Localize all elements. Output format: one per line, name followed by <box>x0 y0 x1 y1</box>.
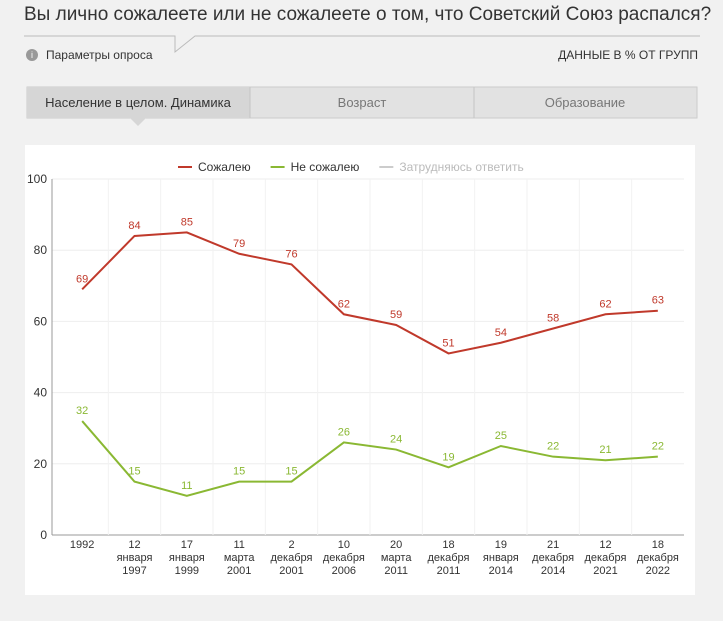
info-icon-glyph: i <box>31 50 33 60</box>
data-label: 85 <box>181 216 193 228</box>
info-icon[interactable] <box>26 49 38 61</box>
data-label: 59 <box>390 309 402 321</box>
series-line <box>81 231 658 355</box>
data-label: 58 <box>547 313 559 325</box>
params-label[interactable]: Параметры опроса <box>46 48 153 62</box>
x-tick-label: 11 марта 2001 <box>224 539 255 577</box>
x-tick-label: 20 марта 2011 <box>381 539 412 577</box>
tab-pointer <box>130 118 146 126</box>
data-label: 79 <box>233 238 245 250</box>
data-label: 26 <box>338 426 350 438</box>
x-tick-label: 17 января 1999 <box>169 539 205 577</box>
data-label: 32 <box>76 405 88 417</box>
x-tick-label: 21 декабря 2014 <box>532 539 574 577</box>
chart-panel <box>25 145 695 595</box>
legend-label: Не сожалею <box>291 160 360 174</box>
data-note: ДАННЫЕ В % ОТ ГРУПП <box>558 48 698 62</box>
y-tick-label: 60 <box>34 314 48 328</box>
data-label: 54 <box>495 327 507 339</box>
y-tick-label: 20 <box>34 457 48 471</box>
x-tick-label: 2 декабря 2001 <box>271 539 313 577</box>
data-label: 76 <box>285 248 297 260</box>
tab-active[interactable] <box>27 87 250 118</box>
y-tick-label: 40 <box>34 386 48 400</box>
data-label: 25 <box>495 430 507 442</box>
series-line <box>81 420 658 497</box>
x-tick-label: 12 января 1997 <box>117 539 153 577</box>
data-label: 84 <box>128 220 140 232</box>
tab[interactable]: Население в целом. Динамика <box>45 95 231 110</box>
x-tick-label: 12 декабря 2021 <box>585 539 627 577</box>
data-label: 22 <box>547 441 559 453</box>
data-label: 51 <box>442 337 454 349</box>
y-tick-label: 80 <box>34 243 48 257</box>
tab[interactable]: Образование <box>545 95 626 110</box>
x-tick-label: 19 января 2014 <box>483 539 519 577</box>
data-label: 15 <box>285 466 297 478</box>
data-label: 15 <box>128 466 140 478</box>
x-tick-label: 18 декабря 2011 <box>428 539 470 577</box>
tab[interactable]: Возраст <box>338 95 387 110</box>
data-label: 63 <box>652 295 664 307</box>
data-label: 11 <box>181 480 192 492</box>
data-label: 69 <box>76 273 88 285</box>
y-tick-label: 100 <box>27 172 47 186</box>
x-tick-label: 10 декабря 2006 <box>323 539 365 577</box>
data-label: 24 <box>390 434 402 446</box>
data-label: 19 <box>442 451 454 463</box>
legend-label: Затрудняюсь ответить <box>399 160 523 174</box>
y-tick-label: 0 <box>40 528 47 542</box>
data-label: 62 <box>338 298 350 310</box>
data-label: 22 <box>652 441 664 453</box>
x-tick-label: 1992 <box>70 539 94 551</box>
legend-label: Сожалею <box>198 160 251 174</box>
page-title: Вы лично сожалеете или не сожалеете о то… <box>24 4 711 25</box>
chart: 0 20 40 60 80 100 1992 12 января 1997 17 января 1999… <box>27 160 684 577</box>
x-tick-label: 18 декабря 2022 <box>637 539 679 577</box>
divider <box>24 35 700 54</box>
data-label: 62 <box>599 298 611 310</box>
data-label: 15 <box>233 466 245 478</box>
data-label: 21 <box>599 444 611 456</box>
